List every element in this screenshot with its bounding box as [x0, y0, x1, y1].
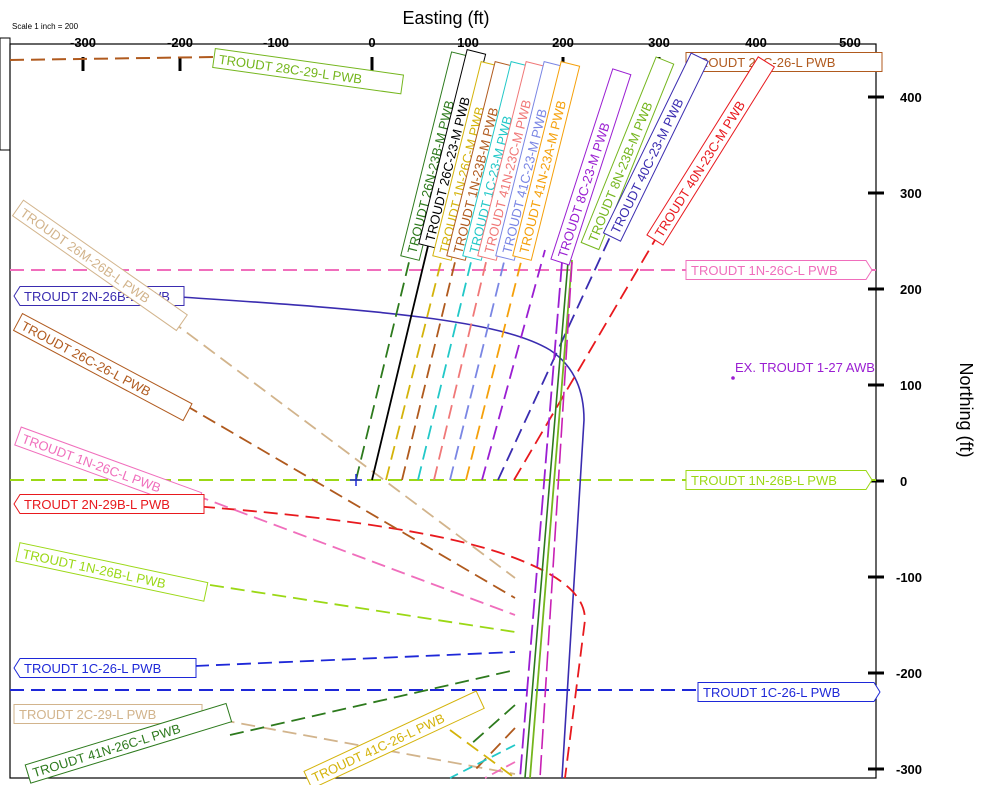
path-26c26l — [184, 404, 516, 599]
x-tick-label: -100 — [263, 35, 289, 50]
path-1c26l — [194, 651, 516, 667]
label-box — [550, 68, 632, 266]
label-box — [15, 542, 209, 602]
scale-note: Scale 1 inch = 200 — [12, 22, 79, 31]
label-text: TROUDT 41N-26C-L PWB — [31, 721, 183, 780]
label-box — [685, 52, 883, 72]
y-axis: 400 300 200 100 0 -100 -200 -300 — [868, 90, 922, 777]
label-box — [12, 312, 193, 422]
path-8c23m-upper — [481, 249, 546, 481]
well-label-2n29b: TROUDT 2N-29B-L PWB — [13, 494, 205, 514]
label-box — [303, 690, 485, 785]
label-box — [580, 56, 675, 251]
well-label-1n26b-right: TROUDT 1N-26B-L PWB — [685, 470, 873, 490]
label-box — [13, 658, 197, 678]
label-box — [11, 199, 188, 332]
well-label-26c26l-left: TROUDT 26C-26-L PWB — [12, 312, 193, 422]
y-tick-label: 300 — [900, 186, 922, 201]
path-41c26l — [449, 729, 516, 779]
path-1n26cm — [385, 257, 443, 481]
label-text: TROUDT 1N-26B-L PWB — [21, 546, 167, 591]
path-fragment — [449, 744, 516, 779]
label-box — [646, 56, 776, 246]
path-magenta-vert — [539, 261, 573, 779]
surface-marker — [350, 474, 362, 486]
well-label-1n26c-right: TROUDT 1N-26C-L PWB — [685, 260, 873, 280]
path-fragment — [484, 761, 516, 779]
well-label-1c26l-right: TROUDT 1C-26-L PWB — [697, 682, 881, 702]
x-tick-label: -300 — [70, 35, 96, 50]
path-fragment — [469, 704, 516, 746]
label-box — [212, 48, 405, 95]
path-green-vert — [524, 261, 569, 779]
legend-box-stub — [0, 37, 11, 151]
path-2c29l — [199, 715, 516, 775]
y-tick-label: -100 — [896, 570, 922, 585]
path-2n26b — [179, 296, 585, 779]
well-label-28c29l: TROUDT 28C-29-L PWB — [212, 48, 405, 95]
path-26m26b — [169, 319, 516, 579]
label-text: TROUDT 41C-26-L PWB — [310, 710, 447, 785]
path-2n29b — [179, 504, 586, 779]
well-label-1c26l-left: TROUDT 1C-26-L PWB — [13, 658, 197, 678]
path-26c26l-top — [9, 56, 216, 61]
label-box — [685, 470, 873, 490]
well-label-26m26b: TROUDT 26M-26B-L PWB — [11, 199, 188, 332]
label-box — [512, 61, 581, 261]
y-tick-label: -300 — [896, 762, 922, 777]
path-fragment — [474, 727, 516, 771]
path-26n23b — [355, 257, 411, 481]
plot-frame — [9, 43, 877, 779]
path-41n26c — [229, 669, 516, 736]
path-1n26c — [194, 494, 516, 616]
label-text: TROUDT 1N-26C-L PWB — [20, 431, 163, 495]
path-41n23c — [433, 257, 488, 481]
existing-well-point — [731, 376, 735, 380]
path-1n26b — [209, 584, 516, 633]
path-41c23m — [449, 257, 506, 481]
well-label-26c26l-right: TROUDT 26C-26-L PWB — [685, 52, 883, 72]
x-tick-label: 100 — [457, 35, 479, 50]
label-box — [13, 494, 205, 514]
label-box — [685, 260, 873, 280]
y-axis-title: Northing (ft) — [956, 362, 976, 457]
y-tick-label: 100 — [900, 378, 922, 393]
path-1c23m — [417, 257, 473, 481]
label-box — [24, 702, 233, 784]
label-text: TROUDT 1N-26C-L PWB — [691, 263, 838, 278]
x-tick-label: 200 — [552, 35, 574, 50]
y-tick-label: 0 — [900, 474, 907, 489]
path-41n23a — [465, 257, 523, 481]
path-1n23b — [401, 257, 457, 481]
label-text: TROUDT 2C-29-L PWB — [19, 707, 156, 722]
label-text: TROUDT 1C-26-L PWB — [703, 685, 840, 700]
y-tick-label: 400 — [900, 90, 922, 105]
label-text: TROUDT 2N-29B-L PWB — [24, 497, 170, 512]
x-tick-label: -200 — [167, 35, 193, 50]
x-tick-label: 400 — [745, 35, 767, 50]
well-label-41c26l: TROUDT 41C-26-L PWB — [303, 690, 485, 785]
path-8c23m — [519, 261, 563, 779]
well-label-40n23c: TROUDT 40N-23C-M PWB — [646, 56, 776, 246]
label-box — [602, 52, 709, 242]
x-axis-title: Easting (ft) — [402, 8, 489, 28]
y-tick-label: 200 — [900, 282, 922, 297]
label-text: TROUDT 28C-29-L PWB — [218, 52, 363, 87]
x-tick-label: 300 — [648, 35, 670, 50]
x-tick-label: 0 — [368, 35, 375, 50]
well-label-1n26b-left: TROUDT 1N-26B-L PWB — [15, 542, 209, 602]
label-text: TROUDT 1N-26B-L PWB — [691, 473, 837, 488]
existing-well-label: EX. TROUDT 1-27 AWB — [735, 360, 875, 375]
y-tick-label: -200 — [896, 666, 922, 681]
path-8n23b — [529, 259, 573, 779]
label-box — [697, 682, 881, 702]
path-26c23m — [371, 245, 429, 481]
label-text: TROUDT 26C-26-L PWB — [19, 318, 154, 399]
x-tick-label: 500 — [839, 35, 861, 50]
path-40n23c — [513, 239, 656, 481]
label-text: TROUDT 1C-26-L PWB — [24, 661, 161, 676]
